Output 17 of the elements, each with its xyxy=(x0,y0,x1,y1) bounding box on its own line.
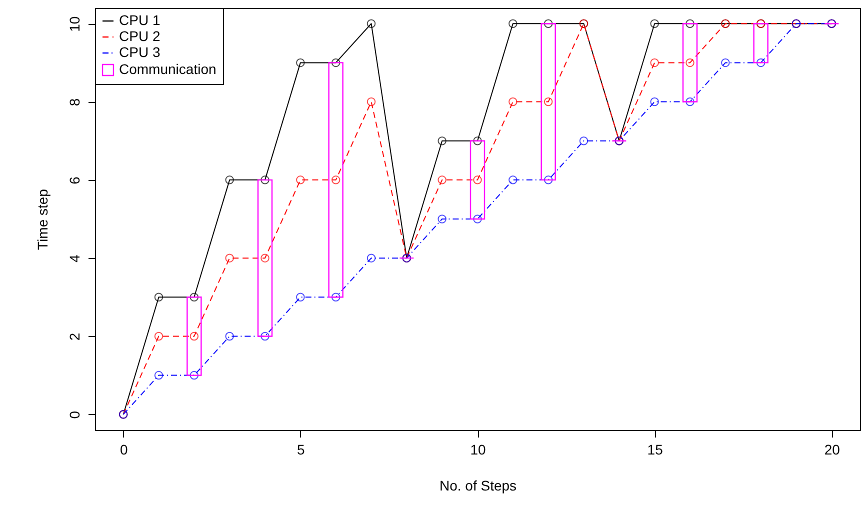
y-axis-title: Time step xyxy=(34,188,50,250)
x-tick-label: 20 xyxy=(824,442,840,458)
x-tick-label: 10 xyxy=(470,442,486,458)
x-tick-label: 5 xyxy=(297,442,306,458)
x-axis-title: No. of Steps xyxy=(439,478,517,494)
legend-label: CPU 2 xyxy=(119,28,160,44)
legend-label: CPU 1 xyxy=(119,12,160,28)
legend-label: CPU 3 xyxy=(119,44,160,60)
y-tick-label: 8 xyxy=(66,98,82,106)
legend-label: Communication xyxy=(119,61,216,77)
y-tick-label: 2 xyxy=(66,332,82,341)
y-tick-label: 0 xyxy=(66,410,82,419)
x-tick-label: 0 xyxy=(120,442,128,458)
y-tick-label: 10 xyxy=(66,16,82,32)
y-tick-label: 6 xyxy=(66,176,82,184)
x-tick-label: 15 xyxy=(647,442,664,458)
y-tick-label: 4 xyxy=(66,254,82,262)
